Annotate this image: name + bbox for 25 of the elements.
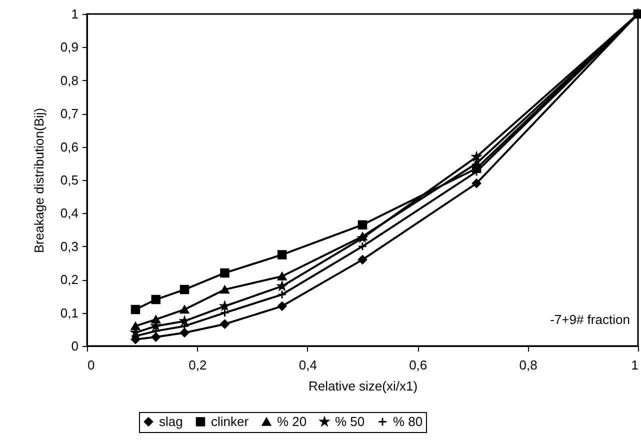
y-tick-label: 0,7 bbox=[60, 106, 78, 122]
x-tick-label: 1 bbox=[631, 358, 638, 372]
y-tick-label: 0,8 bbox=[60, 72, 78, 88]
annotation: -7+9# fraction bbox=[550, 312, 630, 327]
legend-label: slag bbox=[159, 414, 183, 429]
x-tick-label: 0 bbox=[88, 358, 95, 372]
x-tick-label: 0,8 bbox=[519, 358, 538, 372]
legend-label: clinker bbox=[211, 414, 250, 429]
y-tick-label: 0,1 bbox=[60, 305, 78, 320]
y-tick-label: 0,3 bbox=[60, 238, 78, 254]
legend-label: % 80 bbox=[393, 414, 423, 429]
legend-label: % 50 bbox=[335, 414, 365, 429]
x-tick-label: 0,6 bbox=[409, 358, 428, 372]
y-axis-title: Breakage distribution(Bij) bbox=[31, 108, 46, 254]
y-tick-label: 1 bbox=[71, 6, 78, 22]
y-tick-label: 0,6 bbox=[60, 139, 78, 154]
x-tick-label: 0,2 bbox=[188, 358, 207, 372]
y-tick-label: 0,2 bbox=[60, 272, 78, 288]
y-tick-label: 0,9 bbox=[60, 40, 78, 55]
y-tick-label: 0,4 bbox=[60, 206, 78, 221]
y-tick-label: 0,5 bbox=[60, 172, 78, 188]
x-axis-title: Relative size(xi/x1) bbox=[308, 378, 418, 394]
x-tick-label: 0,4 bbox=[298, 358, 317, 372]
legend-label: % 20 bbox=[277, 414, 307, 429]
y-tick-label: 0 bbox=[71, 338, 78, 354]
